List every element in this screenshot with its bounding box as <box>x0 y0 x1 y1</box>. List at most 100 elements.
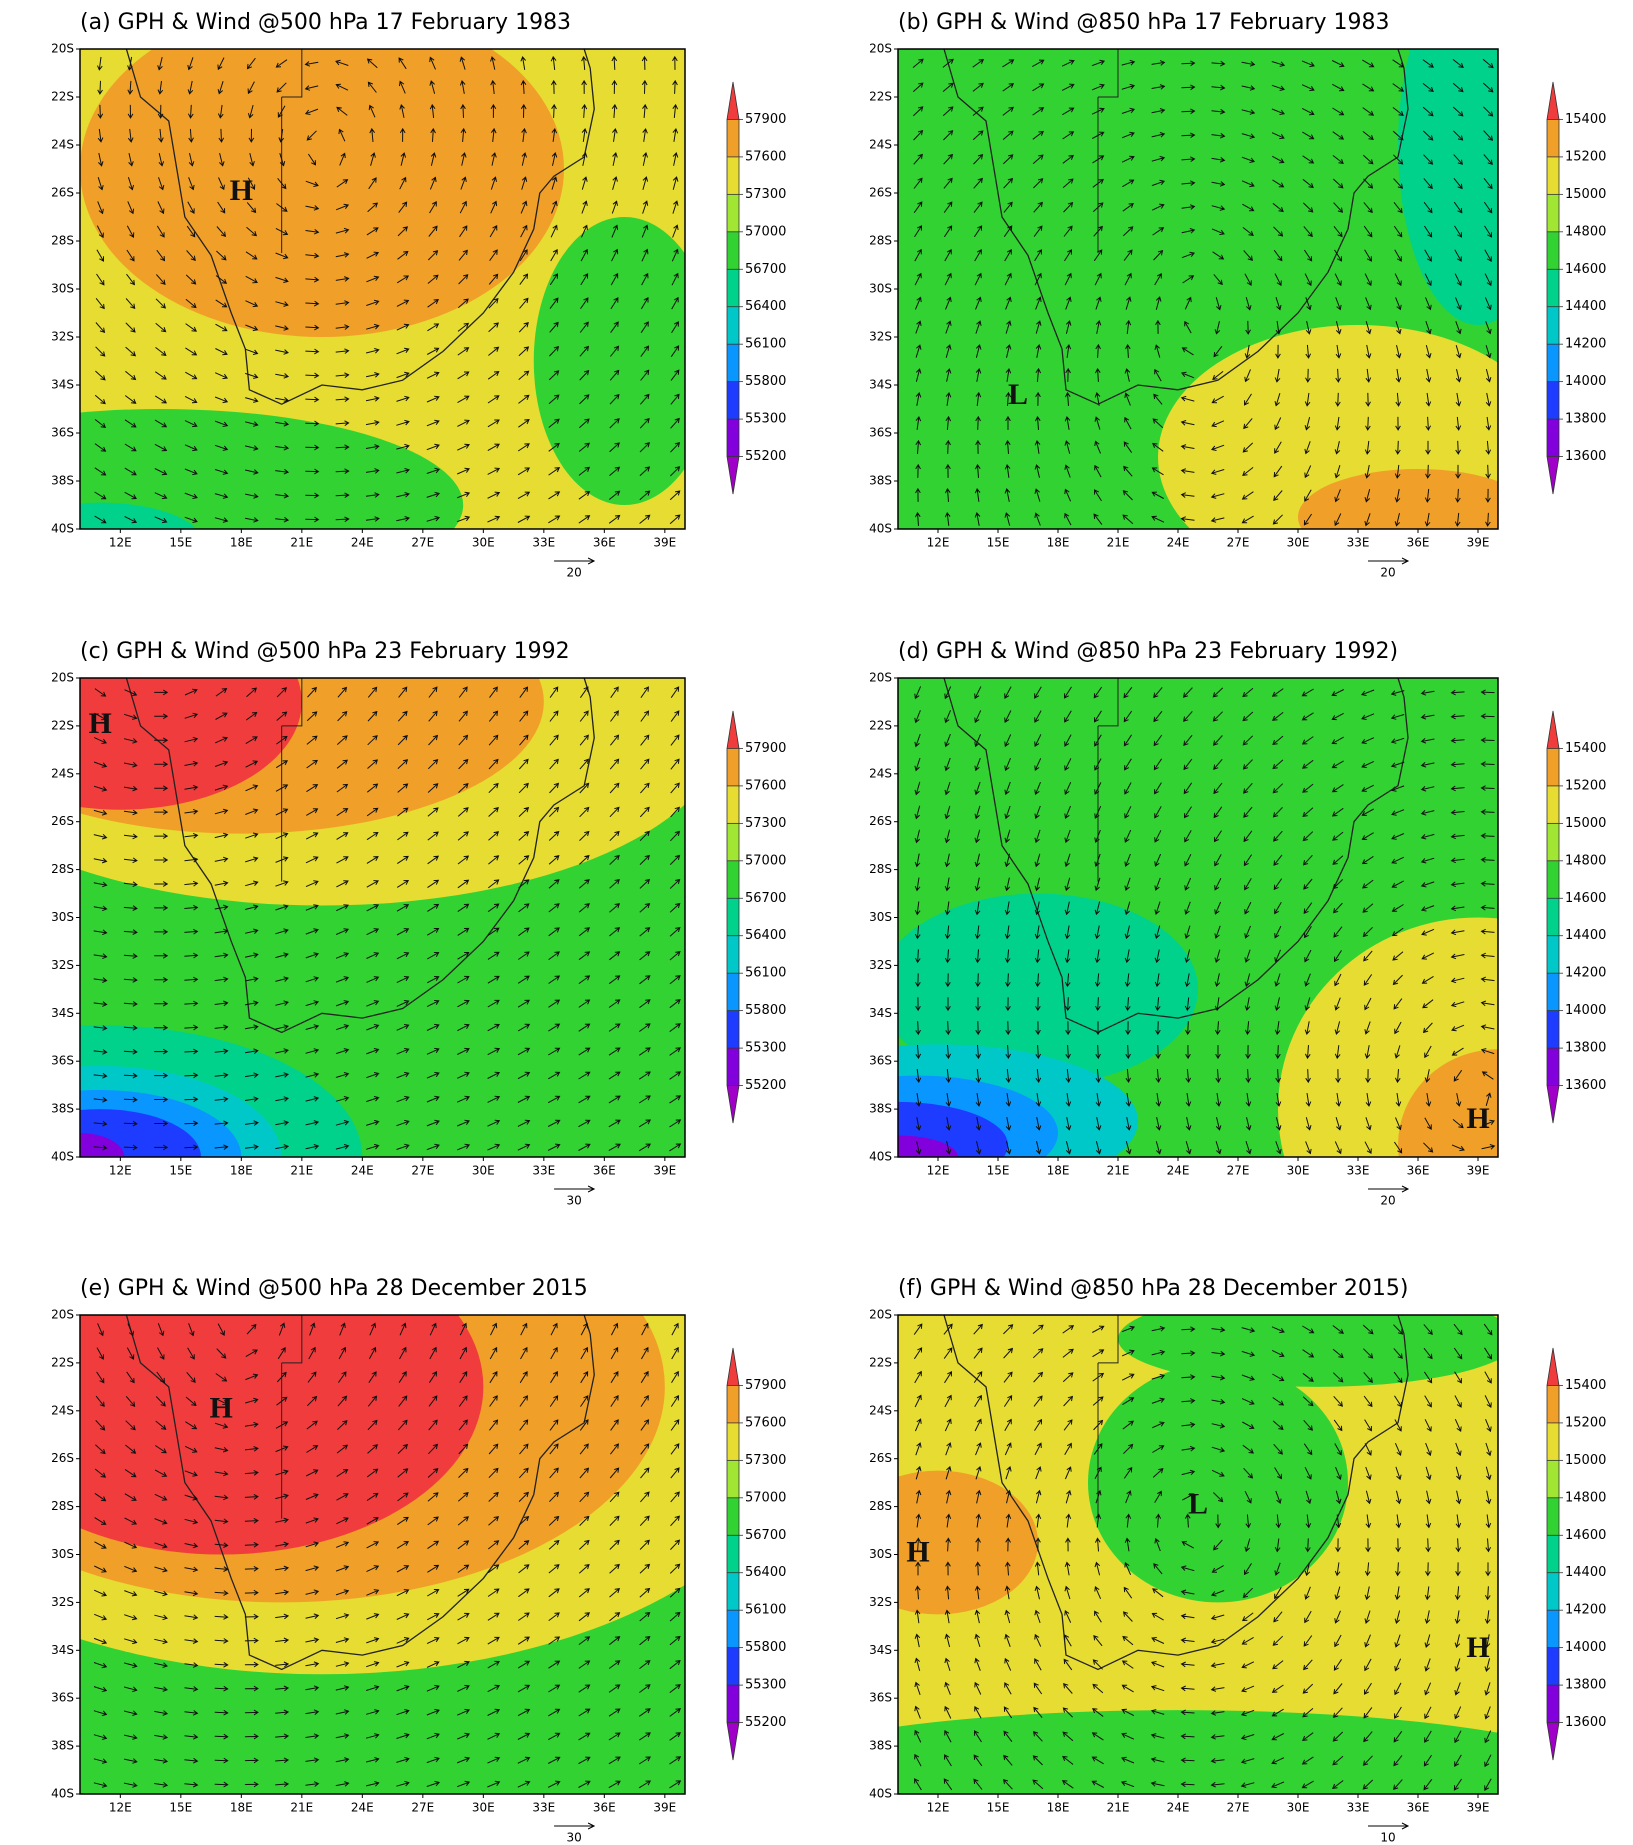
coastline <box>943 678 1409 1034</box>
lat-label: 20S <box>51 671 74 685</box>
colorbar-label: 55300 <box>745 1678 786 1693</box>
lon-label: 30E <box>1287 536 1310 550</box>
lat-label: 34S <box>51 1643 74 1657</box>
colorbar-label: 57000 <box>745 1490 786 1505</box>
lat-label: 24S <box>869 1403 892 1417</box>
colorbar-segment <box>727 1610 739 1648</box>
colorbar-label: 56700 <box>745 1528 786 1543</box>
colorbar-label: 13800 <box>1565 1678 1606 1693</box>
lat-label: 26S <box>869 1451 892 1465</box>
lat-label: 20S <box>869 1308 892 1322</box>
colorbar-segment <box>1547 1572 1559 1611</box>
reference-vector <box>1368 557 1410 565</box>
colorbar-segment <box>727 973 739 1011</box>
colorbar-segment <box>727 1385 739 1423</box>
colorbar-segment <box>1547 1385 1559 1423</box>
colorbar-segment <box>727 344 739 382</box>
colorbar-label: 14400 <box>1565 1565 1606 1580</box>
lat-label: 30S <box>869 1547 892 1561</box>
colorbar-label: 57000 <box>745 224 786 239</box>
panel-title: (b) GPH & Wind @850 hPa 17 February 1983 <box>898 10 1390 35</box>
colorbar-label: 55200 <box>745 449 786 464</box>
colorbar-label: 15400 <box>1565 1378 1606 1393</box>
lat-label: 36S <box>869 426 892 440</box>
lon-label: 15E <box>987 1164 1010 1178</box>
colorbar-label: 56400 <box>745 928 786 943</box>
colorbar-label: 14200 <box>1565 337 1606 352</box>
colorbar-segment <box>1547 82 1559 120</box>
lon-label: 21E <box>290 1164 313 1178</box>
lat-label: 26S <box>51 186 74 200</box>
lon-label: 24E <box>1167 1801 1190 1815</box>
colorbar-label: 14800 <box>1565 224 1606 239</box>
reference-vector-label: 30 <box>566 1831 581 1845</box>
coastline <box>125 678 595 1034</box>
lat-label: 32S <box>51 330 74 344</box>
coastline <box>943 49 1409 405</box>
colorbar-label: 55200 <box>745 1715 786 1730</box>
lon-label: 24E <box>351 1164 374 1178</box>
field-contour <box>898 1135 958 1157</box>
colorbar-segment <box>727 419 739 457</box>
border <box>1097 49 1119 253</box>
colorbar-label: 14000 <box>1565 374 1606 389</box>
field-contour <box>1398 49 1498 325</box>
colorbar-label: 13600 <box>1565 449 1606 464</box>
lat-label: 32S <box>51 1595 74 1609</box>
colorbar-segment <box>727 823 739 861</box>
wind-vectors <box>913 1323 1493 1791</box>
map-field: L <box>898 49 1498 529</box>
lat-label: 28S <box>51 862 74 876</box>
lon-label: 21E <box>1107 1801 1130 1815</box>
colorbar-label: 14600 <box>1565 891 1606 906</box>
colorbar-label: 15400 <box>1565 112 1606 127</box>
reference-vector <box>554 1185 596 1193</box>
lon-label: 33E <box>1347 536 1370 550</box>
lat-label: 38S <box>869 474 892 488</box>
lon-label: 12E <box>927 536 950 550</box>
lon-label: 30E <box>1287 1801 1310 1815</box>
coastline <box>125 49 595 405</box>
coastline <box>943 1315 1409 1671</box>
reference-vector-label: 30 <box>566 1194 581 1208</box>
reference-vector <box>554 557 596 565</box>
colorbar-label: 57300 <box>745 187 786 202</box>
lon-label: 21E <box>290 536 313 550</box>
panel-title: (f) GPH & Wind @850 hPa 28 December 2015… <box>898 1276 1409 1301</box>
colorbar-label: 14400 <box>1565 928 1606 943</box>
lon-label: 30E <box>472 1801 495 1815</box>
lat-label: 34S <box>869 1643 892 1657</box>
lon-label: 39E <box>1467 536 1490 550</box>
lat-label: 28S <box>869 1499 892 1513</box>
colorbar-segment <box>727 935 739 974</box>
coastline <box>125 1315 595 1671</box>
lon-label: 27E <box>411 1164 434 1178</box>
lon-label: 27E <box>1227 1801 1250 1815</box>
colorbar-label: 57900 <box>745 741 786 756</box>
colorbar-segment <box>727 194 739 232</box>
colorbar-label: 14600 <box>1565 1528 1606 1543</box>
lat-label: 30S <box>51 282 74 296</box>
lat-label: 32S <box>51 958 74 972</box>
lat-label: 40S <box>51 1150 74 1164</box>
border <box>281 49 303 253</box>
lon-label: 12E <box>927 1801 950 1815</box>
colorbar-segment <box>1547 456 1559 494</box>
lon-label: 36E <box>593 536 616 550</box>
colorbar-segment <box>727 381 739 420</box>
map-field: H L H <box>898 1315 1498 1794</box>
reference-vector-label: 20 <box>1380 566 1395 580</box>
lat-label: 24S <box>869 766 892 780</box>
lat-label: 24S <box>869 138 892 152</box>
map-panel: H L H (f) GPH & Wind @850 hPa 28 December 2… <box>869 1276 1606 1845</box>
lon-label: 12E <box>109 1801 132 1815</box>
border <box>281 1315 303 1519</box>
lon-label: 18E <box>1047 1801 1070 1815</box>
colorbar-segment <box>1547 1085 1559 1123</box>
lon-label: 21E <box>1107 1164 1130 1178</box>
colorbar-label: 56700 <box>745 262 786 277</box>
lat-label: 34S <box>51 1006 74 1020</box>
lat-label: 26S <box>869 814 892 828</box>
pressure-center-label: H <box>1466 1102 1489 1135</box>
